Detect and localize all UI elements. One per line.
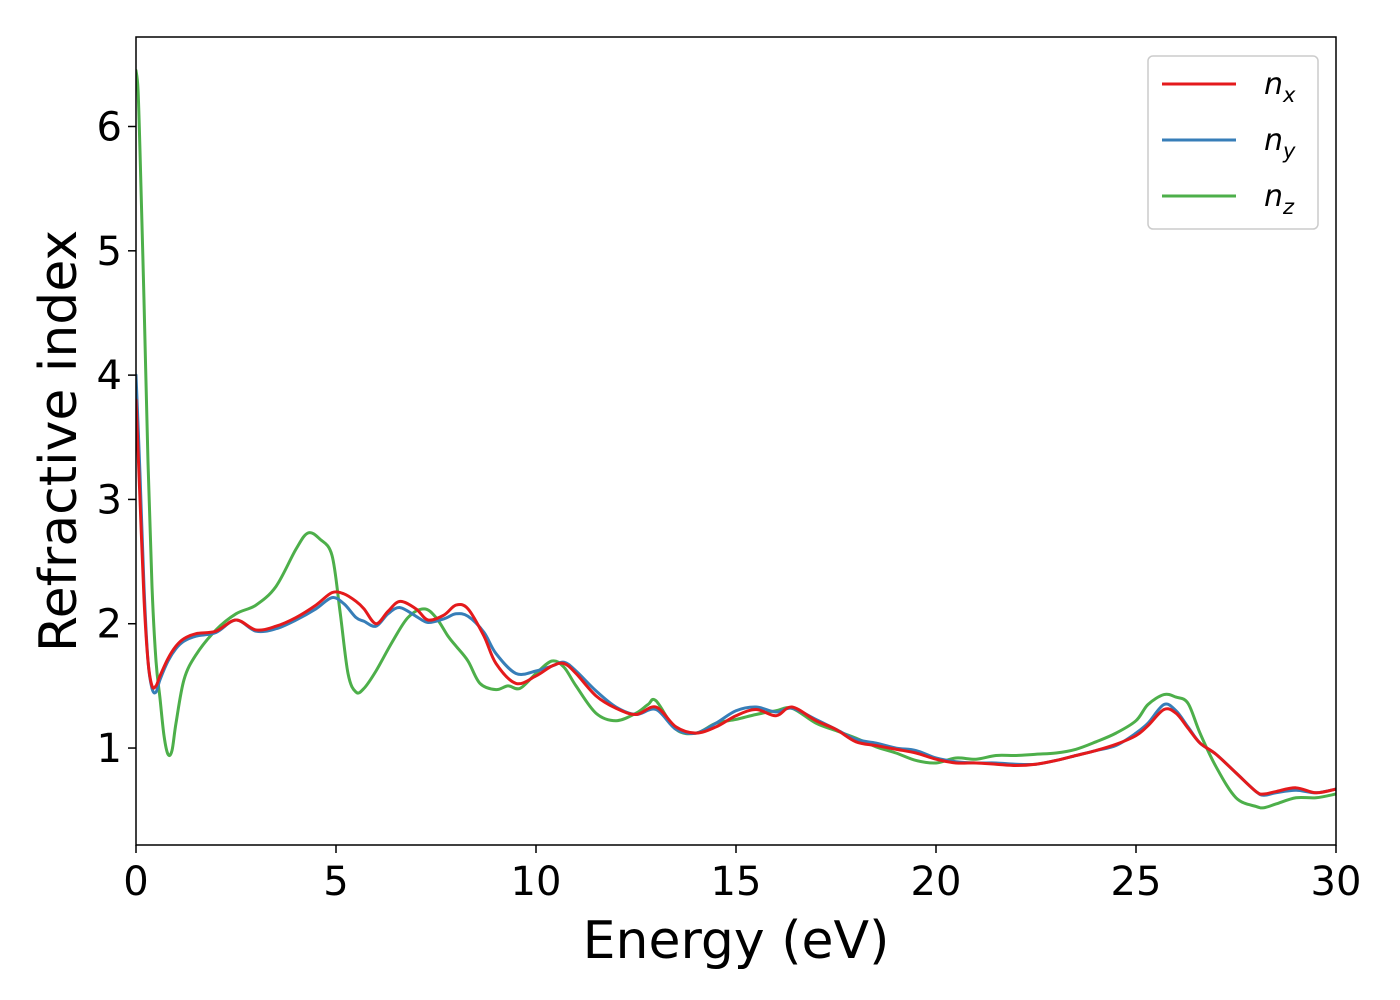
y-tick-label: 1	[97, 726, 122, 772]
y-tick-label: 3	[97, 477, 122, 523]
y-tick-label: 5	[97, 229, 122, 275]
x-tick-label: 30	[1311, 859, 1362, 905]
y-tick-label: 4	[97, 353, 122, 399]
series-line-nx	[136, 398, 1336, 796]
x-axis-title: Energy (eV)	[583, 911, 890, 971]
y-tick-label: 6	[97, 105, 122, 151]
x-tick-label: 0	[123, 859, 148, 905]
x-tick-label: 5	[323, 859, 348, 905]
legend-frame	[1147, 55, 1319, 230]
y-axis-title: Refractive index	[29, 230, 89, 652]
ticks-layer: 0 5 10 15 20 25 30 1 2 3 4 5 6	[97, 105, 1362, 905]
x-tick-label: 10	[511, 859, 562, 905]
x-tick-label: 20	[911, 859, 962, 905]
series-layer	[136, 69, 1336, 810]
x-tick-label: 25	[1111, 859, 1162, 905]
x-tick-label: 15	[711, 859, 762, 905]
y-tick-label: 2	[97, 602, 122, 648]
series-line-nz	[136, 69, 1336, 810]
